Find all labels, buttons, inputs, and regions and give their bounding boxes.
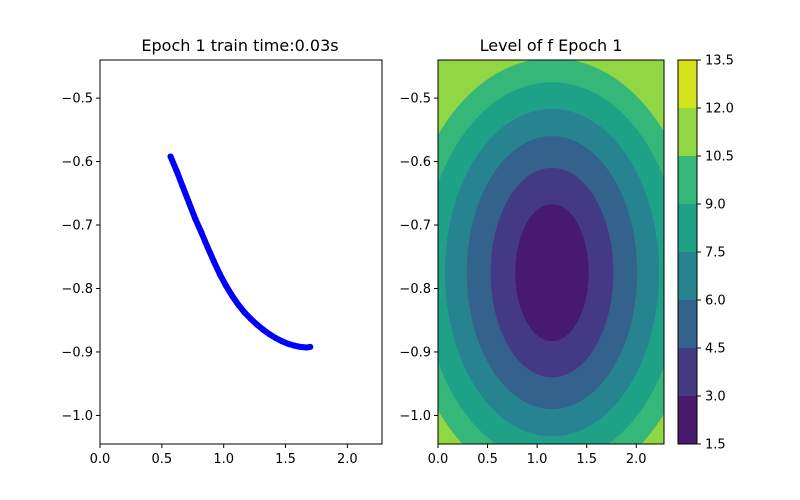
contour-axes-frame [437,59,665,445]
colorbar-tick-label: 4.5 [705,342,726,357]
scatter-ytick-label: −1.0 [61,409,93,424]
scatter-xtick-label: 0.5 [151,452,172,467]
contour-xtick-label: 0.0 [428,452,449,467]
colorbar-ticks: 1.5 3.0 4.5 6.0 7.5 9.0 10.5 12.0 13.5 [697,54,734,453]
contour-bands [438,60,664,444]
colorbar-tick-label: 6.0 [705,294,726,309]
scatter-x-axis: 0.0 0.5 1.0 1.5 2.0 [90,444,358,467]
contour-xtick-label: 2.0 [626,452,647,467]
colorbar-band [678,252,697,300]
scatter-points [167,153,314,351]
scatter-xtick-label: 1.0 [213,452,234,467]
colorbar-tick-label: 10.5 [705,150,734,165]
contour-y-axis: −1.0 −0.9 −0.8 −0.7 −0.6 −0.5 [399,92,438,424]
contour-ytick-label: −0.7 [399,219,431,234]
scatter-ytick-label: −0.6 [61,155,93,170]
contour-ytick-label: −0.6 [399,155,431,170]
scatter-ytick-label: −0.8 [61,282,93,297]
contour-x-axis: 0.0 0.5 1.0 1.5 2.0 [428,444,647,467]
contour-xtick-label: 0.5 [477,452,498,467]
contour-ytick-label: −1.0 [399,409,431,424]
contour-panel: Level of f Epoch 1 0.0 0.5 1.0 1.5 2.0 −1.0−… [399,36,665,467]
colorbar-tick-label: 1.5 [705,438,726,453]
scatter-ytick-label: −0.7 [61,219,93,234]
colorbar-tick-label: 12.0 [705,102,734,117]
colorbar-band [678,108,697,156]
colorbar-band [678,60,697,108]
scatter-point [307,343,314,350]
scatter-ytick-label: −0.9 [61,345,93,360]
contour-xtick-label: 1.0 [527,452,548,467]
contour-band [515,204,589,342]
colorbar-band [678,348,697,396]
colorbar-tick-label: 7.5 [705,246,726,261]
contour-xtick-label: 1.5 [576,452,597,467]
colorbar-band [678,300,697,348]
colorbar-band [678,204,697,252]
scatter-title: Epoch 1 train time:0.03s [141,36,338,55]
scatter-panel: Epoch 1 train time:0.03s 0.0 0.5 1.0 1.5 2.0… [61,36,383,467]
scatter-axes-frame [99,59,383,445]
scatter-xtick-label: 2.0 [337,452,358,467]
colorbar-tick-label: 9.0 [705,198,726,213]
scatter-ytick-label: −0.5 [61,92,93,107]
scatter-xtick-label: 1.5 [275,452,296,467]
colorbar: 1.5 3.0 4.5 6.0 7.5 9.0 10.5 12.0 13.5 [677,54,734,453]
scatter-xtick-label: 0.0 [90,452,111,467]
colorbar-band [678,156,697,204]
colorbar-tick-label: 3.0 [705,390,726,405]
contour-title: Level of f Epoch 1 [480,36,623,55]
contour-ytick-label: −0.9 [399,345,431,360]
colorbar-tick-label: 13.5 [705,54,734,69]
colorbar-band [678,396,697,444]
colorbar-bands [678,60,697,444]
scatter-y-axis: −1.0 −0.9 −0.8 −0.7 −0.6 −0.5 [61,92,100,424]
contour-ytick-label: −0.5 [399,92,431,107]
contour-ytick-label: −0.8 [399,282,431,297]
